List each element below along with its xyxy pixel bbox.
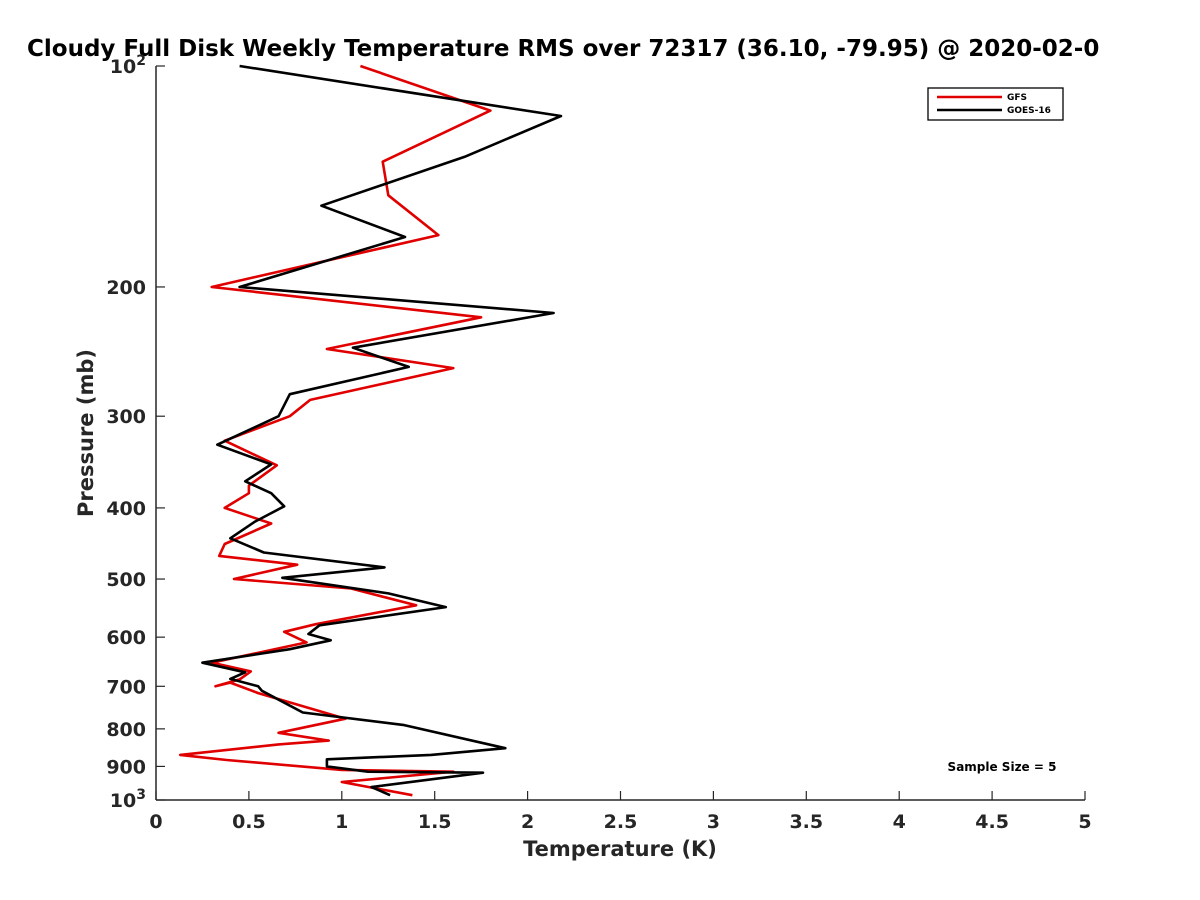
x-tick-label: 3 bbox=[707, 811, 720, 833]
sample-size-annotation: Sample Size = 5 bbox=[948, 760, 1057, 774]
y-tick-label: 200 bbox=[106, 277, 146, 299]
legend-items: GFS GOES-16 bbox=[937, 93, 1051, 116]
y-tick-label: 300 bbox=[106, 406, 146, 428]
y-tick-label: 102 bbox=[110, 53, 146, 78]
y-tick-label: 800 bbox=[106, 719, 146, 741]
x-tick-label: 0 bbox=[149, 811, 162, 833]
series-line-goes-16 bbox=[201, 64, 563, 797]
legend: GFS GOES-16 bbox=[927, 87, 1064, 121]
legend-label-goes-16: GOES-16 bbox=[1007, 106, 1051, 116]
y-tick-label: 400 bbox=[106, 498, 146, 520]
x-ticks: 0 0.5 1 1.5 2 2.5 3 3.5 4 4.5 5 bbox=[149, 791, 1092, 833]
y-tick-label: 600 bbox=[106, 627, 146, 649]
plot-series bbox=[178, 64, 563, 797]
legend-box bbox=[927, 87, 1064, 121]
x-tick-label: 2.5 bbox=[604, 811, 638, 833]
x-tick-label: 0.5 bbox=[232, 811, 266, 833]
y-axis-label: Pressure (mb) bbox=[74, 349, 98, 517]
x-tick-label: 1.5 bbox=[418, 811, 452, 833]
x-tick-label: 1 bbox=[335, 811, 348, 833]
x-tick-label: 5 bbox=[1078, 811, 1091, 833]
y-ticks: 102 200 300 400 500 600 700 800 900 103 bbox=[106, 53, 165, 812]
y-tick-label: 700 bbox=[106, 676, 146, 698]
x-axis-label: Temperature (K) bbox=[523, 837, 717, 861]
x-tick-label: 3.5 bbox=[789, 811, 823, 833]
legend-label-gfs: GFS bbox=[1007, 93, 1027, 103]
chart-title: Cloudy Full Disk Weekly Temperature RMS … bbox=[27, 36, 1099, 62]
x-tick-label: 4 bbox=[893, 811, 906, 833]
y-tick-label: 103 bbox=[110, 787, 146, 812]
x-tick-label: 2 bbox=[521, 811, 534, 833]
y-tick-label: 900 bbox=[106, 756, 146, 778]
series-line-gfs bbox=[178, 64, 492, 797]
axes bbox=[155, 66, 1085, 801]
x-tick-label: 4.5 bbox=[975, 811, 1009, 833]
y-tick-label: 500 bbox=[106, 569, 146, 591]
